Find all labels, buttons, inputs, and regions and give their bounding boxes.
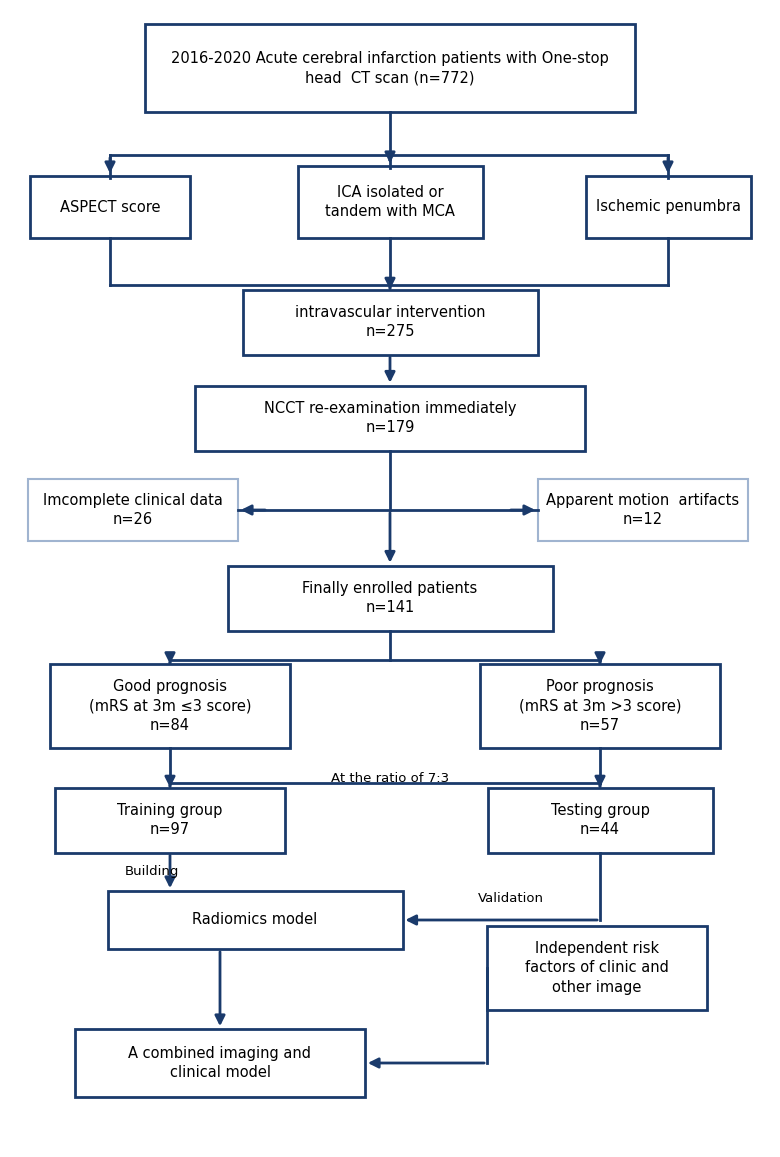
FancyBboxPatch shape [108, 891, 402, 949]
FancyBboxPatch shape [487, 926, 707, 1010]
Text: Imcomplete clinical data
n=26: Imcomplete clinical data n=26 [43, 493, 223, 528]
FancyBboxPatch shape [28, 479, 238, 541]
Text: At the ratio of 7:3: At the ratio of 7:3 [331, 772, 449, 784]
Text: Finally enrolled patients
n=141: Finally enrolled patients n=141 [303, 581, 477, 616]
Text: Poor prognosis
(mRS at 3m >3 score)
n=57: Poor prognosis (mRS at 3m >3 score) n=57 [519, 679, 681, 734]
Text: Building: Building [125, 865, 179, 878]
FancyBboxPatch shape [75, 1029, 365, 1097]
Text: ASPECT score: ASPECT score [60, 199, 160, 214]
Text: Validation: Validation [478, 892, 544, 905]
FancyBboxPatch shape [243, 289, 537, 354]
Text: Radiomics model: Radiomics model [193, 913, 317, 928]
Text: Good prognosis
(mRS at 3m ≤3 score)
n=84: Good prognosis (mRS at 3m ≤3 score) n=84 [89, 679, 251, 734]
Text: intravascular intervention
n=275: intravascular intervention n=275 [295, 304, 485, 339]
FancyBboxPatch shape [195, 385, 585, 450]
FancyBboxPatch shape [297, 165, 483, 238]
Text: Independent risk
factors of clinic and
other image: Independent risk factors of clinic and o… [525, 941, 669, 995]
FancyBboxPatch shape [30, 176, 190, 238]
FancyBboxPatch shape [50, 664, 290, 747]
FancyBboxPatch shape [145, 24, 635, 112]
Text: Testing group
n=44: Testing group n=44 [551, 803, 650, 838]
FancyBboxPatch shape [480, 664, 720, 747]
FancyBboxPatch shape [538, 479, 748, 541]
FancyBboxPatch shape [55, 788, 285, 853]
Text: A combined imaging and
clinical model: A combined imaging and clinical model [129, 1046, 311, 1081]
Text: ICA isolated or
tandem with MCA: ICA isolated or tandem with MCA [325, 185, 455, 220]
FancyBboxPatch shape [586, 176, 750, 238]
FancyBboxPatch shape [488, 788, 712, 853]
Text: 2016-2020 Acute cerebral infarction patients with One-stop
head  CT scan (n=772): 2016-2020 Acute cerebral infarction pati… [171, 51, 609, 86]
FancyBboxPatch shape [228, 566, 552, 631]
Text: Training group
n=97: Training group n=97 [117, 803, 222, 838]
Text: NCCT re-examination immediately
n=179: NCCT re-examination immediately n=179 [264, 400, 516, 435]
Text: Ischemic penumbra: Ischemic penumbra [595, 199, 740, 214]
Text: Apparent motion  artifacts
n=12: Apparent motion artifacts n=12 [547, 493, 739, 528]
